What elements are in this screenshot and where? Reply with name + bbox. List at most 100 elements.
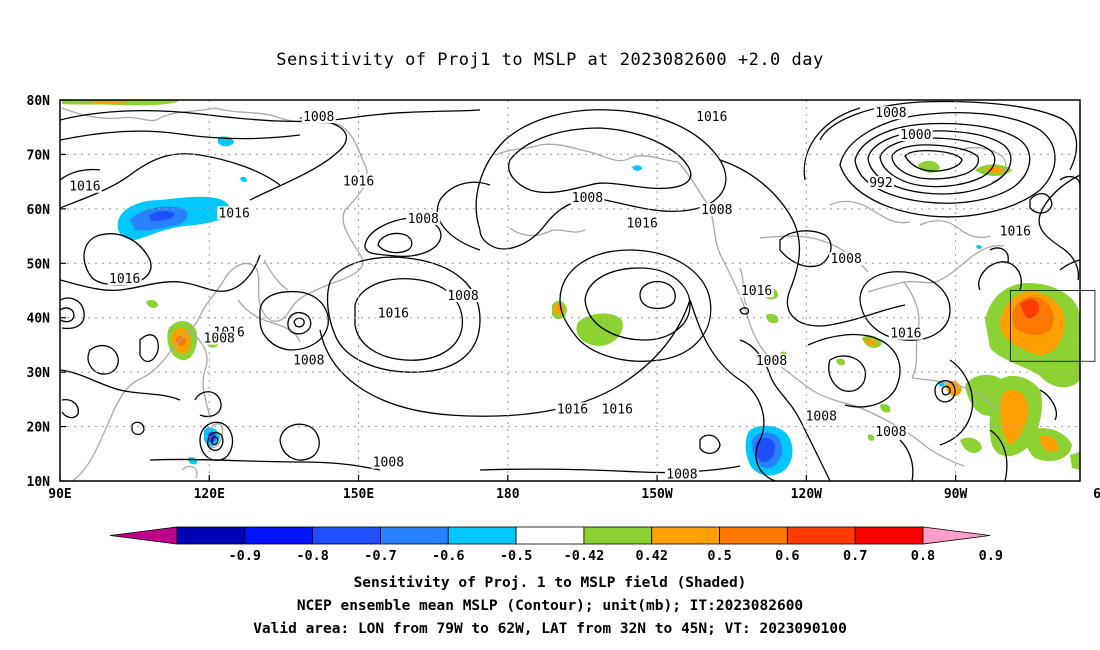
colorbar-tick-label: -0.8	[296, 548, 329, 564]
contour-label: 1016	[696, 110, 727, 125]
contour-label: 1008	[293, 353, 324, 368]
contour-label-bg	[341, 174, 376, 188]
lat-tick-label: 50N	[27, 257, 51, 272]
contour-label: 1008	[373, 456, 404, 471]
lon-tick-label: 60W	[1093, 487, 1100, 502]
contour-label: 1016	[1000, 224, 1031, 239]
lat-tick-label: 30N	[27, 366, 51, 381]
contour-label-bg	[217, 206, 252, 220]
contour-labels: 1008 1016 1016 1008 1000 992 1016 1016 1008 1008 1…	[67, 106, 1033, 483]
lon-tick-label: 180	[496, 487, 520, 502]
lat-tick-label: 20N	[27, 421, 51, 436]
colorbar-tick-label: 0.42	[635, 548, 668, 564]
contour-label: 1008	[204, 332, 235, 347]
colorbar-tick-label: 0.8	[911, 548, 935, 564]
contour-label: 1016	[378, 307, 409, 322]
contour-label-bg	[754, 353, 789, 367]
plot-frame	[59, 99, 1081, 482]
mslp-contours	[60, 100, 1080, 481]
lat-tick-label: 70N	[27, 148, 51, 163]
contour-label: 1016	[890, 327, 921, 342]
contour-label-bg	[873, 106, 908, 120]
contour-label-bg	[202, 331, 237, 345]
footer-line-2: NCEP ensemble mean MSLP (Contour); unit(…	[296, 598, 804, 614]
colorbar-tick-label: -0.9	[229, 548, 262, 564]
colorbar-tick-label: -0.7	[364, 548, 397, 564]
contour-label: 1016	[218, 206, 249, 221]
contour-label: 1008	[830, 252, 861, 267]
contour-label-bg	[873, 425, 908, 439]
contour-label-bg	[600, 402, 635, 416]
colorbar-tick-label: -0.42	[564, 548, 605, 564]
contour-label: 1016	[557, 402, 588, 417]
contour-label-bg	[694, 110, 729, 124]
valid-area-box	[1009, 290, 1096, 362]
lon-tick-label: 150W	[641, 487, 672, 502]
colorbar-swatch	[583, 526, 653, 545]
colorbar-high-triangle	[922, 526, 991, 545]
lat-tick-label: 10N	[27, 475, 51, 490]
contour-label-bg	[804, 409, 839, 423]
colorbar-tick-label: 0.9	[979, 548, 1003, 564]
footer-line-1: Sensitivity of Proj. 1 to MSLP field (Sh…	[353, 575, 747, 591]
map-title: Sensitivity of Proj1 to MSLP at 20230826…	[276, 50, 824, 70]
contour-label: 1008	[806, 409, 837, 424]
lon-tick-label: 120W	[791, 487, 822, 502]
contour-label: 1016	[602, 402, 633, 417]
contour-label-bg	[67, 179, 102, 193]
colorbar-swatch	[447, 526, 517, 545]
lon-tick-label: 120E	[194, 487, 225, 502]
lon-tick-label: 90W	[944, 487, 968, 502]
sensitivity-shading	[62, 100, 1080, 476]
colorbar-swatch	[651, 526, 720, 545]
contour-label-bg	[867, 175, 894, 189]
contour-label-bg	[301, 110, 336, 124]
contour-label-bg	[570, 191, 605, 205]
contour-label-bg	[555, 402, 590, 416]
contour-label: 1000	[900, 128, 931, 143]
contour-label-bg	[664, 467, 699, 481]
colorbar-tick-label: 0.6	[775, 548, 799, 564]
axis-labels: 90E 120E 150E 180 150W 120W 90W 60W 80N 70N 60N 50N…	[27, 94, 1100, 502]
contour-label: 1016	[343, 174, 374, 189]
contour-label: 1008	[447, 289, 478, 304]
lat-tick-label: 80N	[27, 94, 51, 109]
colorbar-swatch	[515, 526, 585, 545]
lon-tick-label: 90E	[48, 487, 71, 502]
contour-label-bg	[291, 353, 326, 367]
coastlines	[61, 107, 1007, 481]
colorbar-tick-label: 0.5	[707, 548, 731, 564]
contour-label: 1016	[69, 180, 100, 195]
contour-label: 1008	[572, 191, 603, 206]
contour-label-bg	[406, 211, 441, 225]
contour-label-bg	[888, 326, 923, 340]
colorbar-swatch	[719, 526, 788, 545]
colorbar: -0.9 -0.8 -0.7 -0.6 -0.5 -0.42 0.42 0.5 0.6 0.7 0.…	[109, 526, 1003, 564]
contour-label: 1008	[875, 425, 906, 440]
colorbar-swatch	[176, 526, 246, 545]
colorbar-swatch	[312, 526, 381, 545]
contour-label-bg	[107, 272, 142, 286]
contour-label: 1008	[303, 110, 334, 125]
colorbar-swatch	[854, 526, 924, 545]
contour-label-bg	[898, 128, 933, 142]
colorbar-swatch	[244, 526, 314, 545]
lat-tick-label: 40N	[27, 312, 51, 327]
contour-label: 1016	[626, 217, 657, 232]
contour-label: 1008	[875, 106, 906, 121]
contour-label-bg	[739, 284, 774, 298]
lon-tick-label: 150E	[343, 487, 374, 502]
contour-label: 992	[869, 176, 892, 191]
colorbar-tick-label: -0.5	[500, 548, 533, 564]
contour-label-bg	[446, 289, 481, 303]
contour-label: 1008	[701, 203, 732, 218]
contour-label-bg	[625, 216, 660, 230]
contour-label-bg	[376, 306, 411, 320]
colorbar-swatch	[380, 526, 449, 545]
contour-label-bg	[371, 455, 406, 469]
lat-tick-label: 60N	[27, 203, 51, 218]
contour-label: 1016	[109, 272, 140, 287]
contour-label-bg	[699, 203, 734, 217]
footer-line-3: Valid area: LON from 79W to 62W, LAT fro…	[253, 621, 847, 637]
